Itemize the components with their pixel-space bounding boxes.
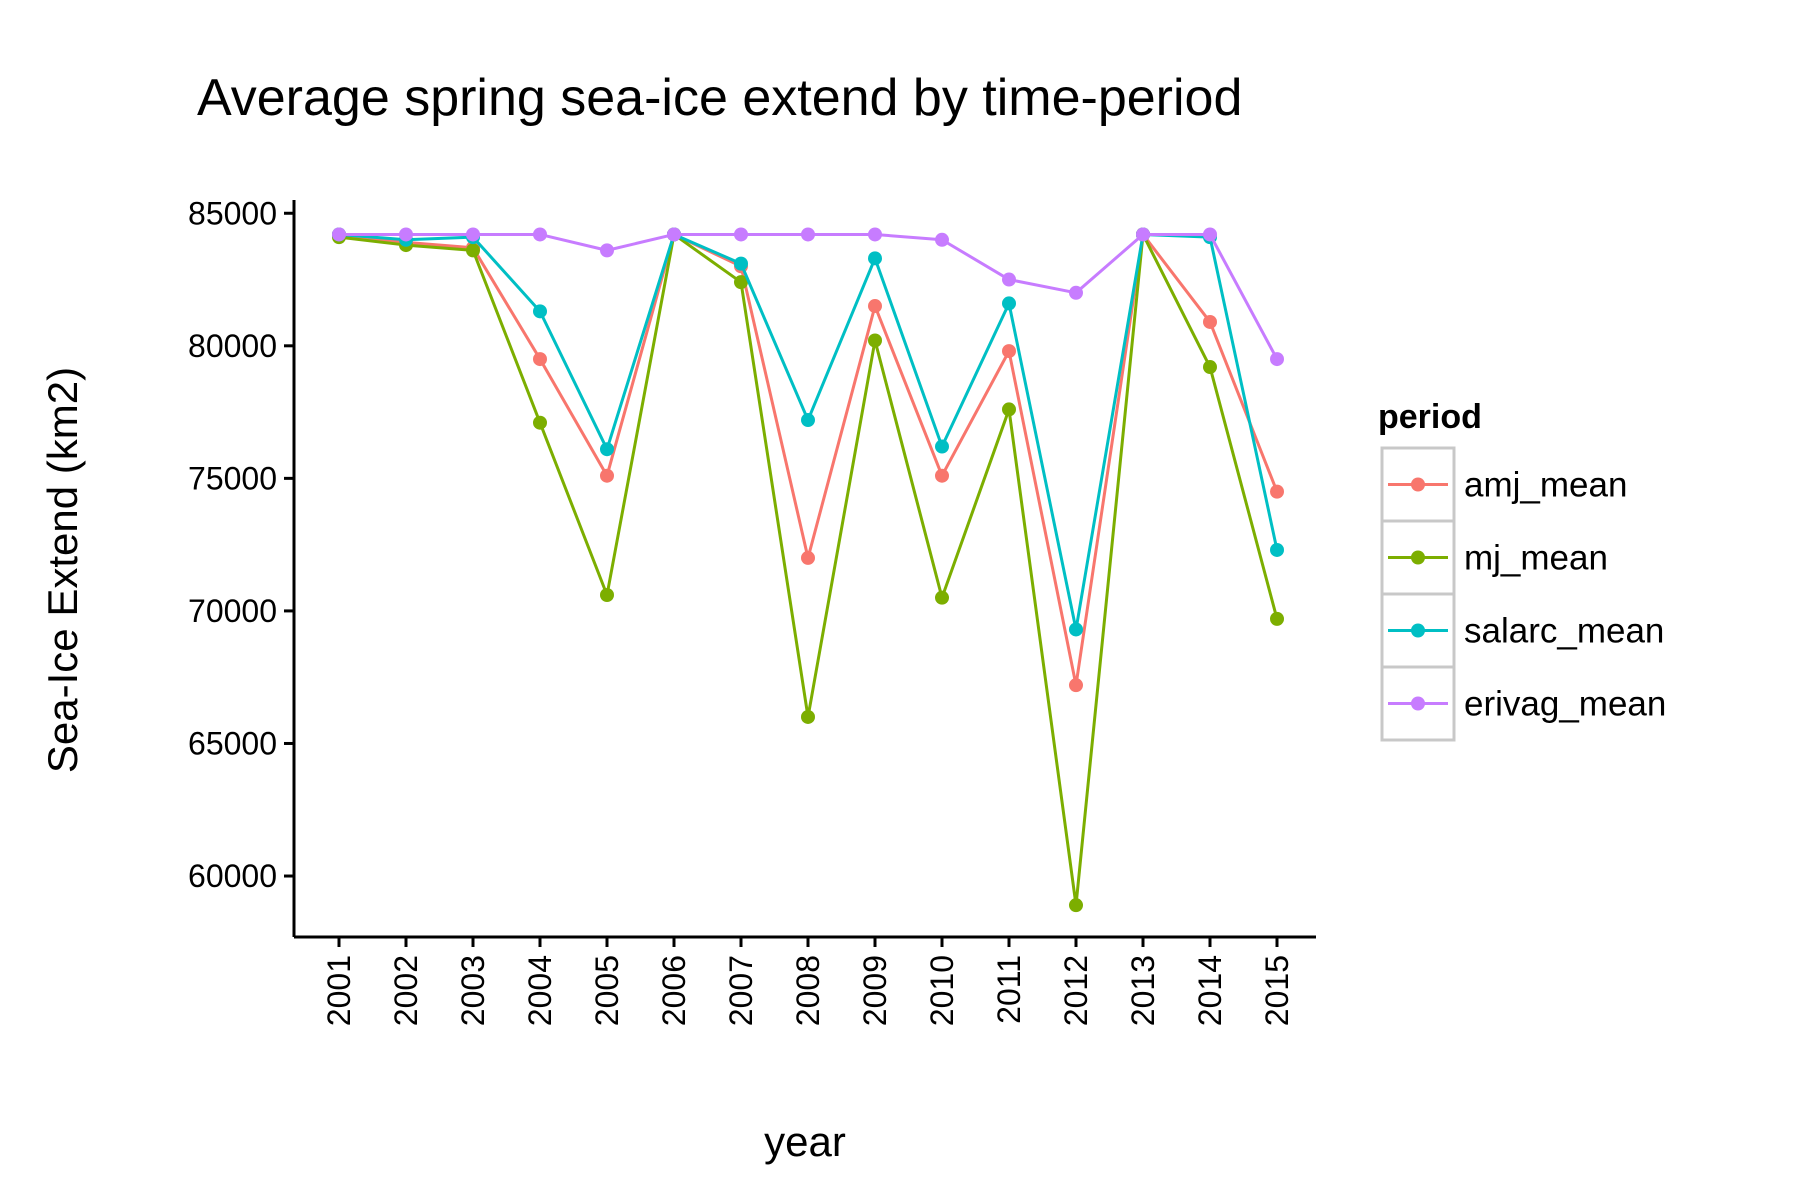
- data-point-mj_mean: [1203, 360, 1217, 375]
- data-point-erivag_mean: [935, 232, 949, 247]
- data-point-erivag_mean: [1002, 272, 1016, 287]
- x-tick-label: 2005: [589, 955, 625, 1026]
- legend-key-point: [1411, 696, 1425, 711]
- data-point-mj_mean: [734, 275, 748, 290]
- legend-label: erivag_mean: [1464, 685, 1666, 724]
- legend-item-amj_mean: amj_mean: [1380, 446, 1627, 523]
- data-point-erivag_mean: [332, 227, 346, 242]
- x-tick-label: 2009: [857, 955, 893, 1026]
- x-tick-label: 2010: [924, 955, 960, 1026]
- data-point-erivag_mean: [1270, 352, 1284, 367]
- series-line-mj_mean: [338, 232, 1279, 907]
- legend-item-erivag_mean: erivag_mean: [1380, 665, 1666, 742]
- x-tick-label: 2011: [991, 955, 1027, 1024]
- data-point-amj_mean: [600, 468, 614, 483]
- legend-key-point: [1411, 477, 1425, 492]
- x-axis-title: year: [764, 1118, 846, 1165]
- data-point-mj_mean: [600, 588, 614, 603]
- y-axis-title: Sea-Ice Extend (km2): [39, 367, 86, 773]
- data-point-amj_mean: [1270, 484, 1284, 499]
- legend-title: period: [1378, 398, 1482, 436]
- data-point-erivag_mean: [667, 227, 681, 242]
- data-point-amj_mean: [533, 352, 547, 367]
- x-tick-label: 2012: [1058, 955, 1094, 1026]
- data-point-erivag_mean: [801, 227, 815, 242]
- data-point-erivag_mean: [1203, 227, 1217, 242]
- data-point-mj_mean: [868, 333, 882, 348]
- legend-key-point: [1411, 550, 1425, 565]
- legend-label: mj_mean: [1464, 539, 1608, 578]
- x-tick-label: 2003: [455, 955, 491, 1026]
- data-point-mj_mean: [1270, 611, 1284, 626]
- plot-area: 60000 65000 70000 75000 80000 85000 2001 2002 20…: [188, 195, 1316, 1026]
- data-point-salarc_mean: [935, 439, 949, 454]
- data-point-mj_mean: [801, 709, 815, 724]
- data-point-amj_mean: [801, 550, 815, 565]
- data-point-mj_mean: [1069, 898, 1083, 913]
- y-tick-label: 80000: [188, 328, 277, 364]
- x-tick-label: 2007: [723, 955, 759, 1026]
- legend-label: amj_mean: [1464, 466, 1627, 505]
- series-amj_mean: [332, 227, 1284, 693]
- legend-item-mj_mean: mj_mean: [1380, 519, 1608, 596]
- legend-label: salarc_mean: [1464, 612, 1664, 651]
- data-point-mj_mean: [533, 415, 547, 430]
- data-point-erivag_mean: [600, 243, 614, 258]
- data-point-amj_mean: [935, 468, 949, 483]
- x-tick-label: 2013: [1125, 955, 1161, 1026]
- legend-key-point: [1411, 623, 1425, 638]
- legend-item-salarc_mean: salarc_mean: [1380, 592, 1664, 669]
- data-point-erivag_mean: [533, 227, 547, 242]
- y-tick-label: 70000: [188, 593, 277, 629]
- data-point-mj_mean: [935, 590, 949, 605]
- data-point-salarc_mean: [1069, 622, 1083, 637]
- data-point-salarc_mean: [868, 251, 882, 266]
- data-point-mj_mean: [466, 243, 480, 258]
- data-point-erivag_mean: [868, 227, 882, 242]
- data-point-salarc_mean: [734, 256, 748, 271]
- data-point-amj_mean: [1002, 344, 1016, 359]
- y-tick-label: 85000: [188, 195, 277, 231]
- y-tick-label: 60000: [188, 858, 277, 894]
- data-point-amj_mean: [868, 299, 882, 314]
- legend: period amj_mean mj_mean salarc_mean erivag_…: [1378, 398, 1666, 742]
- x-tick-label: 2014: [1192, 955, 1228, 1026]
- y-tick-label: 65000: [188, 725, 277, 761]
- y-tick-label: 75000: [188, 460, 277, 496]
- chart-title: Average spring sea-ice extend by time-pe…: [197, 69, 1242, 127]
- x-tick-label: 2008: [790, 955, 826, 1026]
- data-point-amj_mean: [1069, 678, 1083, 693]
- data-point-salarc_mean: [1002, 296, 1016, 311]
- data-point-erivag_mean: [734, 227, 748, 242]
- x-tick-label: 2001: [321, 955, 357, 1026]
- data-point-salarc_mean: [533, 304, 547, 319]
- data-point-erivag_mean: [466, 227, 480, 242]
- series-mj_mean: [332, 227, 1284, 913]
- x-tick-label: 2004: [522, 955, 558, 1026]
- data-point-amj_mean: [1203, 314, 1217, 329]
- series-salarc_mean: [332, 227, 1284, 637]
- data-point-erivag_mean: [1136, 227, 1150, 242]
- x-tick-label: 2006: [656, 955, 692, 1026]
- data-point-erivag_mean: [399, 227, 413, 242]
- data-point-erivag_mean: [1069, 285, 1083, 300]
- data-point-salarc_mean: [600, 442, 614, 457]
- x-tick-label: 2015: [1259, 955, 1295, 1026]
- data-point-salarc_mean: [1270, 542, 1284, 557]
- series-erivag_mean: [332, 227, 1284, 367]
- data-point-mj_mean: [1002, 402, 1016, 417]
- x-tick-label: 2002: [388, 955, 424, 1026]
- data-point-salarc_mean: [801, 413, 815, 428]
